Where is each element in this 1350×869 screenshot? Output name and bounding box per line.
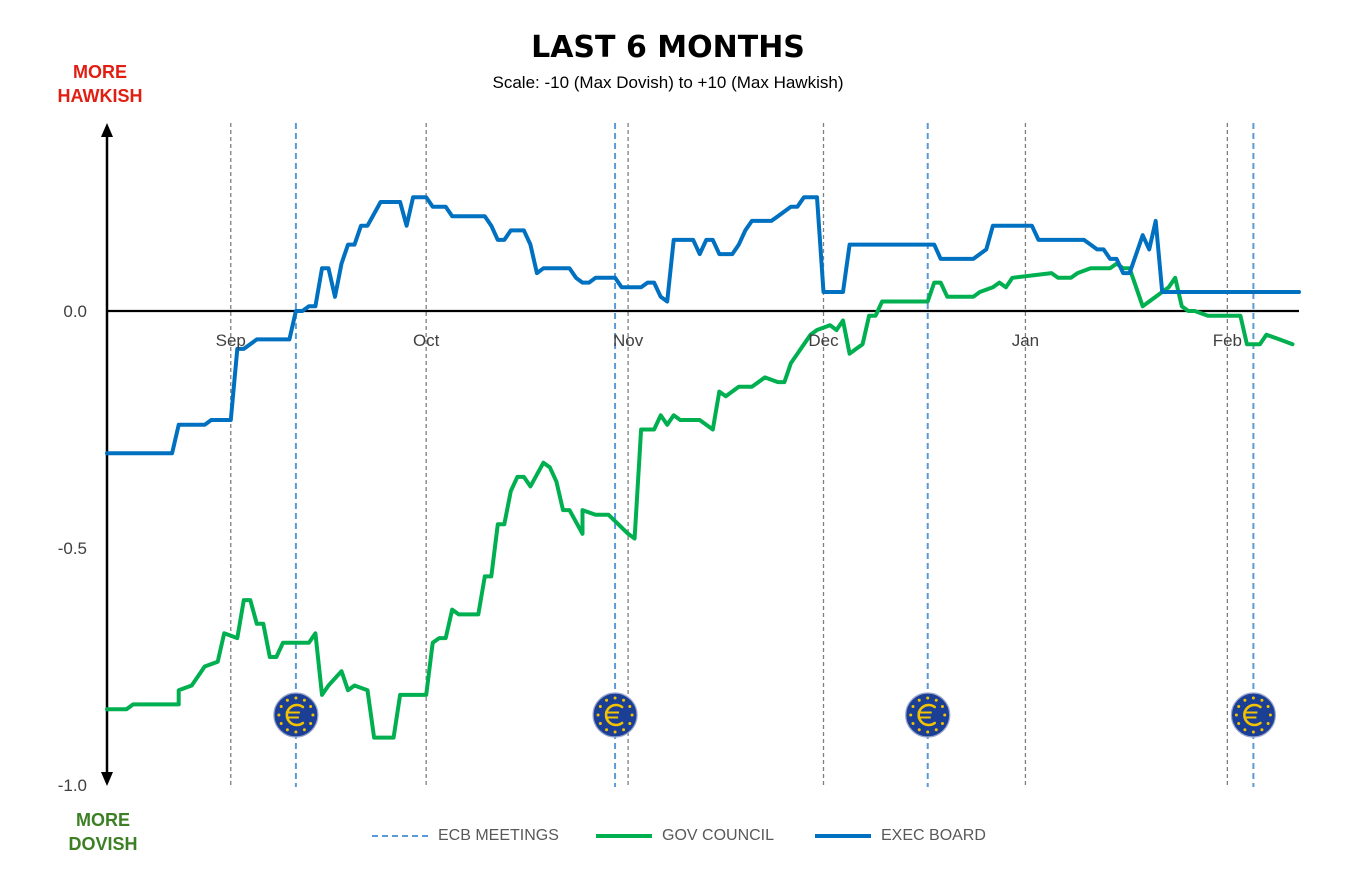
x-tick-label-jan: Jan xyxy=(1012,331,1039,350)
x-tick-label-dec: Dec xyxy=(808,331,839,350)
legend-label-exec-board: EXEC BOARD xyxy=(881,827,986,844)
y-tick-label-0: 0.0 xyxy=(63,302,87,321)
x-tick-label-nov: Nov xyxy=(613,331,644,350)
series-lines xyxy=(105,195,1301,740)
axes xyxy=(101,123,1299,786)
ecb-meeting-markers xyxy=(273,692,1277,738)
euro-coin-icon xyxy=(592,692,638,738)
legend: GOV COUNCIL xyxy=(596,825,774,847)
legend-swatch-gov-council xyxy=(596,834,652,838)
legend-label-gov-council: GOV COUNCIL xyxy=(662,827,775,844)
more-hawkish-label: MORE HAWKISH xyxy=(57,62,143,106)
tick-labels: 0.0 -0.5 -1.0 Sep Oct Nov Dec Jan Feb xyxy=(58,302,1242,795)
legend: ECB MEETINGS xyxy=(372,825,559,847)
legend-swatch-exec-board xyxy=(815,834,871,838)
y-axis-arrow-up xyxy=(101,123,113,137)
legend-label-ecb-meetings: ECB MEETINGS xyxy=(438,827,559,844)
x-tick-label-feb: Feb xyxy=(1213,331,1242,350)
euro-coin-icon xyxy=(1230,692,1277,738)
chart-title: LAST 6 MONTHS xyxy=(531,30,805,65)
euro-coin-icon xyxy=(905,692,951,738)
legend-swatch-ecb-meetings xyxy=(372,835,428,837)
chart-subtitle: Scale: -10 (Max Dovish) to +10 (Max Hawk… xyxy=(492,73,844,92)
x-tick-label-oct: Oct xyxy=(413,331,440,350)
euro-coin-icon xyxy=(273,692,319,738)
y-axis-arrow-down xyxy=(101,772,113,786)
month-gridlines xyxy=(230,123,1228,787)
x-tick-label-sep: Sep xyxy=(216,331,246,350)
ecb-meeting-lines xyxy=(294,123,1255,787)
y-tick-label-1: -0.5 xyxy=(58,539,87,558)
series-line-exec-board xyxy=(105,195,1301,456)
y-tick-label-2: -1.0 xyxy=(58,776,87,795)
series-line-gov-council xyxy=(105,261,1295,740)
legend: EXEC BOARD xyxy=(815,825,986,847)
more-dovish-label: MORE DOVISH xyxy=(68,810,138,854)
